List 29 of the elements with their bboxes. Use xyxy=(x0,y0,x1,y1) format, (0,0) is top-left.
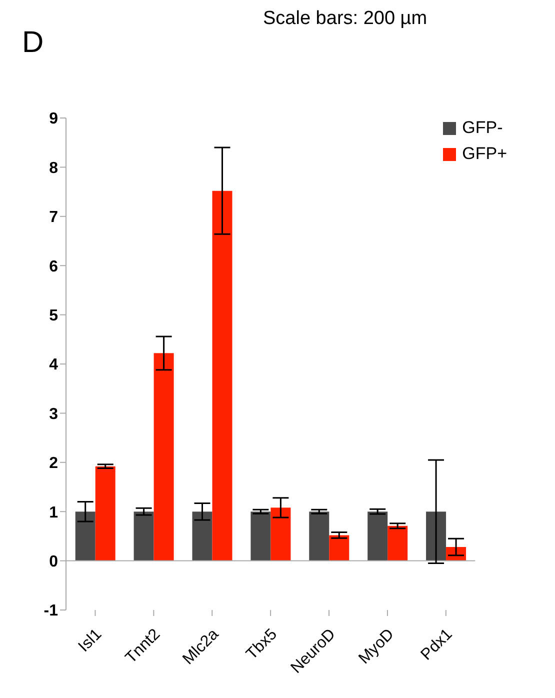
bar xyxy=(426,512,446,561)
y-tick-label: 2 xyxy=(49,455,58,472)
text: Scale bars: 200 µm xyxy=(263,8,428,30)
bar xyxy=(154,353,174,561)
y-tick-label: 6 xyxy=(49,258,58,276)
text: D xyxy=(22,26,44,60)
y-tick-label: 5 xyxy=(49,307,58,324)
y-tick-label: 3 xyxy=(49,406,58,423)
bar xyxy=(368,512,388,561)
y-tick-label: 7 xyxy=(49,209,58,226)
y-tick-label: 0 xyxy=(49,553,58,570)
bar xyxy=(212,190,232,561)
legend-label: GFP- xyxy=(461,118,504,138)
bar xyxy=(95,466,116,561)
y-tick-label: 4 xyxy=(49,356,58,374)
bar xyxy=(192,512,212,561)
bar xyxy=(329,535,350,561)
x-tick-label: Isl1 xyxy=(75,626,106,656)
legend-label: GFP+ xyxy=(461,144,507,164)
bar xyxy=(270,508,291,561)
y-tick-label: 1 xyxy=(49,504,58,522)
bar xyxy=(388,526,408,561)
bar xyxy=(309,512,330,561)
y-tick-label: 8 xyxy=(49,160,58,177)
bar xyxy=(250,512,271,561)
bar xyxy=(75,512,96,561)
y-tick-label: -1 xyxy=(44,602,58,620)
y-tick-label: 9 xyxy=(49,110,58,128)
bar xyxy=(134,512,154,561)
